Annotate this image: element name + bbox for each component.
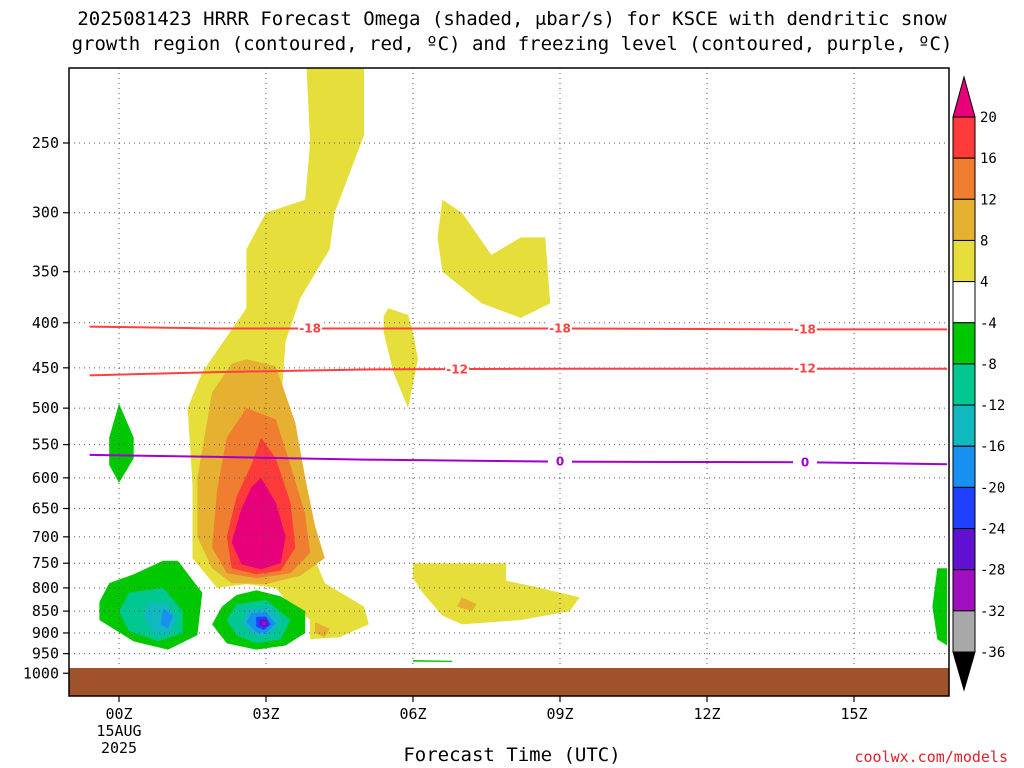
x-tick-label: 03Z: [252, 705, 279, 723]
x-tick-label: 15Z: [840, 705, 867, 723]
colorbar-swatch: [952, 363, 976, 406]
omega-downward-16-region: [160, 608, 173, 629]
omega-upward-8-region: [457, 597, 477, 612]
contour-label: -18: [299, 321, 321, 335]
y-tick-label: 550: [32, 436, 59, 454]
colorbar-swatch: [952, 404, 976, 447]
contour-label-bg: [793, 322, 817, 337]
colorbar-swatch: [952, 239, 976, 283]
contour-layer: -18 -18 -18 -12 -12 0 0: [89, 321, 948, 470]
y-tick-label: 800: [32, 579, 59, 597]
colorbar-label: -28: [980, 563, 1005, 579]
source-credit: coolwx.com/models: [854, 748, 1008, 766]
x-axis-ticks: 00Z 03Z 06Z 09Z 12Z 15Z: [105, 696, 868, 723]
y-tick-label: 750: [32, 554, 59, 572]
contour-label-bg: [793, 455, 817, 470]
colorbar-label: 12: [980, 192, 997, 208]
colorbar-label: 4: [980, 275, 988, 291]
colorbar-label: -12: [980, 398, 1005, 414]
y-axis-ticks: 250 300 350 400 450 500 550 600 650 700 750 800 850 9…: [23, 134, 69, 682]
colorbar-swatch: [952, 610, 976, 653]
ground-below-surface: [69, 668, 949, 696]
omega-upward-4-region: [383, 308, 418, 409]
y-tick-label: 300: [32, 204, 59, 222]
y-tick-label: 1000: [23, 664, 59, 682]
colorbar-label: -32: [980, 604, 1005, 620]
colorbar-label: 8: [980, 233, 988, 249]
colorbar-swatch: [952, 569, 976, 612]
grid-lines: [69, 68, 949, 668]
y-tick-label: 250: [32, 134, 59, 152]
colorbar-swatch: [952, 116, 976, 159]
omega-upward-8-region: [315, 622, 330, 638]
contour-label-bg: [298, 321, 323, 336]
omega-downward-4-region: [932, 568, 948, 646]
contour-line-0: [89, 453, 948, 466]
colorbar-swatch: [952, 528, 976, 571]
x-axis-date-year: 2025: [101, 739, 137, 757]
colorbar-bottom-arrow: [952, 651, 976, 692]
y-tick-label: 400: [32, 314, 59, 332]
x-tick-label: 00Z: [105, 705, 132, 723]
x-axis-date-day: 15AUG: [96, 722, 141, 740]
contour-label-bg: [548, 321, 572, 336]
colorbar-label: 16: [980, 151, 997, 167]
colorbar-swatch: [952, 486, 976, 530]
x-tick-label: 09Z: [546, 705, 573, 723]
y-tick-label: 350: [32, 263, 59, 281]
contour-label: -18: [794, 322, 816, 336]
omega-shading-layer: [99, 68, 948, 662]
omega-downward-4-region: [413, 660, 453, 662]
y-tick-label: 600: [32, 469, 59, 487]
y-tick-label: 700: [32, 528, 59, 546]
y-tick-label: 900: [32, 624, 59, 642]
contour-label: 0: [556, 455, 564, 469]
y-tick-label: 500: [32, 399, 59, 417]
contour-label-bg: [445, 362, 470, 377]
omega-upward-4-region: [437, 199, 551, 318]
colorbar-label: -24: [980, 522, 1005, 538]
omega-downward-4-region: [109, 403, 134, 483]
colorbar-swatch: [952, 198, 976, 241]
colorbar-swatch: [952, 281, 976, 324]
colorbar-top-arrow: [952, 75, 976, 118]
chart-title-line-1: 2025081423 HRRR Forecast Omega (shaded, …: [77, 8, 947, 30]
colorbar-legend: 20 16 12 8 4 -4 -8 -12 -16 -20 -24 -28 -32 -36: [952, 75, 1005, 692]
contour-label: -12: [446, 363, 468, 377]
colorbar-label: -36: [980, 645, 1005, 661]
colorbar-label: -20: [980, 480, 1005, 496]
omega-downward-28-region: [262, 621, 266, 626]
plot-frame: [68, 67, 950, 697]
x-tick-label: 06Z: [399, 705, 426, 723]
chart-title-line-2: growth region (contoured, red, ºC) and f…: [71, 33, 953, 55]
x-tick-label: 12Z: [693, 705, 720, 723]
contour-label: -12: [794, 362, 816, 376]
y-tick-label: 950: [32, 645, 59, 663]
colorbar-swatch: [952, 157, 976, 200]
x-axis-title: Forecast Time (UTC): [403, 744, 621, 766]
colorbar-swatch: [952, 445, 976, 488]
y-tick-label: 650: [32, 499, 59, 517]
contour-label: 0: [801, 455, 809, 469]
colorbar-swatch: [952, 322, 976, 365]
omega-upward-20-region: [231, 477, 286, 570]
contour-line-minus18: [89, 325, 948, 331]
omega-upward-4-region: [413, 563, 580, 625]
contour-label: -18: [549, 321, 571, 335]
colorbar-label: -16: [980, 439, 1005, 455]
contour-label-bg: [548, 454, 572, 469]
colorbar-label: 20: [980, 110, 997, 126]
omega-downward-12-region: [143, 602, 178, 636]
contour-label-bg: [793, 361, 817, 376]
colorbar-label: -8: [980, 357, 997, 373]
y-tick-label: 850: [32, 602, 59, 620]
y-tick-label: 450: [32, 359, 59, 377]
colorbar-label: -4: [980, 316, 997, 332]
